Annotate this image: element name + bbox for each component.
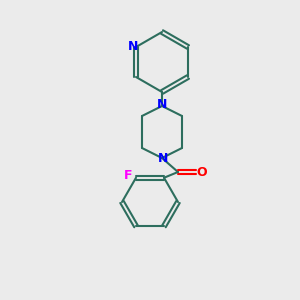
Text: F: F <box>124 169 132 182</box>
Text: N: N <box>158 152 168 164</box>
Text: N: N <box>157 98 167 112</box>
Text: N: N <box>128 40 138 53</box>
Text: O: O <box>197 166 207 178</box>
